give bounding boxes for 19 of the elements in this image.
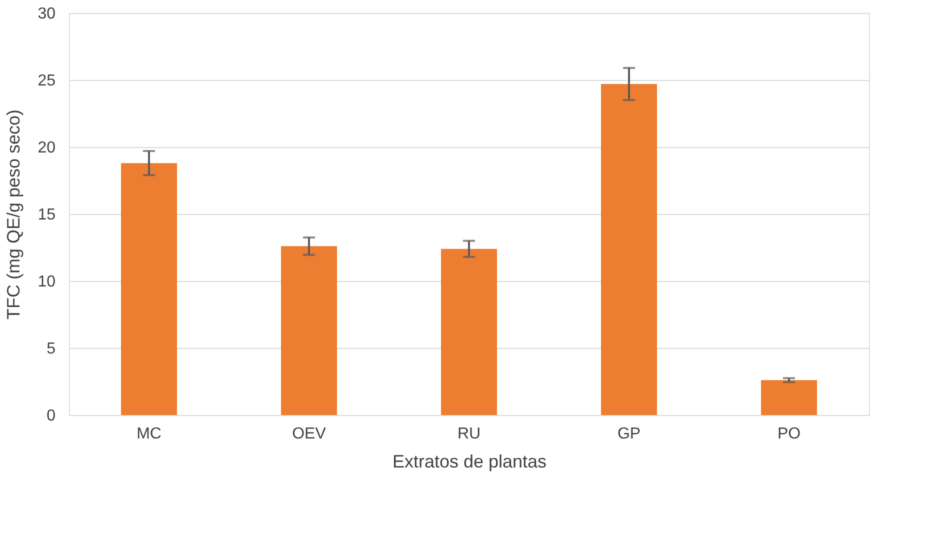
y-tick-label: 25 (38, 72, 56, 90)
x-axis-title: Extratos de plantas (392, 452, 547, 472)
bar (761, 380, 817, 415)
x-tick-label: RU (457, 426, 481, 442)
y-tick-label: 5 (46, 340, 56, 358)
x-tick-label: OEV (292, 426, 326, 442)
bar (601, 84, 657, 415)
bar (121, 163, 177, 415)
bar (281, 246, 337, 415)
x-tick-label: MC (136, 426, 162, 442)
y-tick-label: 30 (38, 6, 56, 22)
y-tick-label: 15 (38, 206, 56, 224)
x-tick-label: PO (777, 426, 801, 442)
x-tick-label: GP (617, 426, 641, 442)
y-tick-label: 10 (38, 274, 56, 290)
y-axis-title: TFC (mg QE/g peso seco) (4, 109, 24, 320)
bar (441, 248, 497, 415)
y-tick-label: 0 (46, 408, 56, 424)
y-tick-label: 20 (38, 140, 56, 156)
